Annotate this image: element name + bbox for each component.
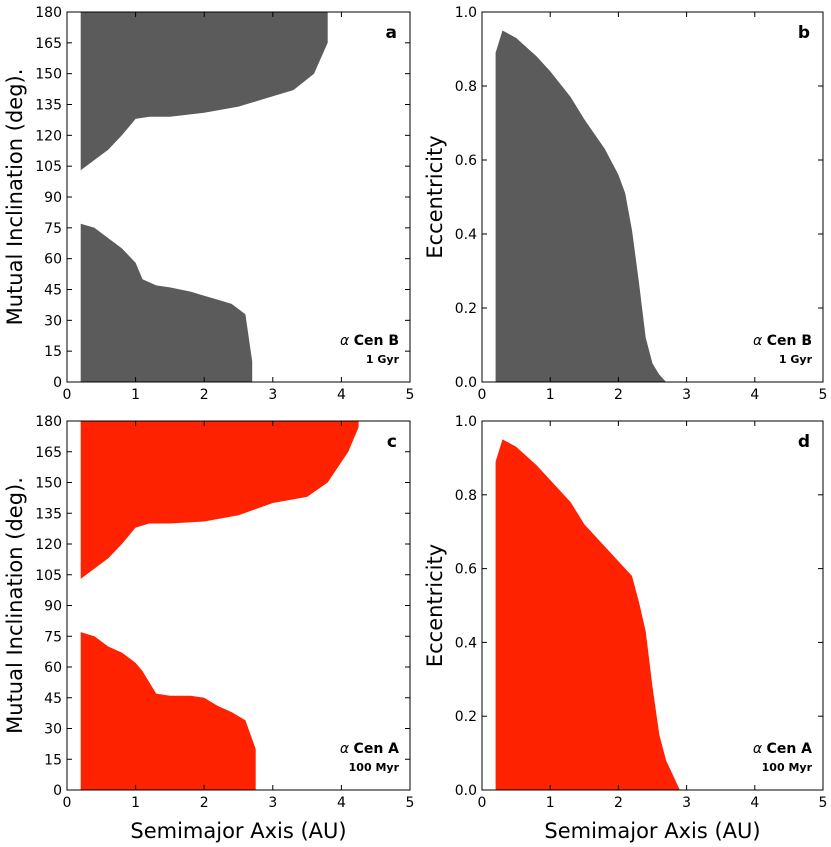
y-tick-label: 0.0 [455, 375, 477, 391]
stable-region-stable [495, 439, 680, 790]
x-tick-label: 3 [682, 387, 691, 403]
axes-frame [481, 420, 824, 791]
y-tick-label: 180 [35, 5, 62, 21]
y-tick-label: 45 [44, 691, 62, 707]
y-axis-label: Eccentricity [423, 544, 447, 667]
age-label: 1 Gyr [779, 353, 813, 366]
y-tick-label: 165 [35, 445, 62, 461]
y-tick-label: 15 [44, 344, 62, 360]
y-tick-label: 90 [44, 190, 62, 206]
x-tick-label: 5 [819, 387, 828, 403]
x-tick-label: 3 [268, 795, 277, 811]
x-tick-label: 2 [200, 795, 209, 811]
y-tick-label: 45 [44, 283, 62, 299]
star-label: α Cen B [340, 333, 399, 349]
axes-frame [481, 11, 824, 383]
y-tick-label: 120 [35, 128, 62, 144]
y-tick-label: 165 [35, 36, 62, 52]
regions-c [80, 421, 359, 790]
regions-b [495, 30, 667, 382]
y-tick-label: 60 [44, 660, 62, 676]
x-tick-label: 0 [63, 795, 72, 811]
x-tick-label: 2 [614, 387, 623, 403]
y-tick-label: 0.0 [455, 783, 477, 799]
y-tick-label: 75 [44, 221, 62, 237]
y-tick-label: 135 [35, 98, 62, 114]
star-label: α Cen A [340, 741, 399, 757]
x-tick-label: 5 [819, 795, 828, 811]
star-label: α Cen B [753, 333, 812, 349]
y-tick-label: 1.0 [455, 5, 477, 21]
y-axis-label: Mutual Inclination (deg). [3, 477, 27, 734]
panel-b: 0 1 2 3 4 5 0.0 0.2 0.4 0.6 0.8 1.0 b α Cen B 1 Gyr Ecc… [423, 5, 827, 403]
x-tick-label: 1 [131, 795, 140, 811]
y-tick-label: 0.2 [455, 709, 477, 725]
x-tick-label: 3 [682, 795, 691, 811]
y-axis-label: Mutual Inclination (deg). [3, 69, 27, 326]
y-tick-label: 120 [35, 537, 62, 553]
panel-d: 0 1 2 3 4 5 0.0 0.2 0.4 0.6 0.8 1.0 d α Cen A 100 Myr E… [423, 414, 827, 843]
x-tick-label: 5 [406, 795, 415, 811]
y-tick-label: 0 [53, 783, 62, 799]
panel-letter: c [387, 432, 397, 452]
x-tick-label: 4 [750, 795, 759, 811]
y-tick-label: 90 [44, 599, 62, 615]
x-tick-label: 5 [406, 387, 415, 403]
y-tick-label: 30 [44, 313, 62, 329]
age-label: 100 Myr [762, 761, 813, 774]
x-tick-label: 4 [337, 387, 346, 403]
x-tick-label: 4 [750, 387, 759, 403]
x-tick-label: 1 [546, 795, 555, 811]
stable-region-stable [495, 30, 667, 382]
x-tick-label: 4 [337, 795, 346, 811]
regions-d [495, 439, 680, 790]
y-tick-label: 150 [35, 476, 62, 492]
y-tick-label: 75 [44, 629, 62, 645]
x-tick-label: 0 [63, 387, 72, 403]
x-tick-label: 1 [546, 387, 555, 403]
y-tick-label: 60 [44, 252, 62, 268]
y-axis-label: Eccentricity [423, 135, 447, 258]
y-tick-label: 0.6 [455, 153, 477, 169]
x-tick-label: 1 [131, 387, 140, 403]
y-tick-label: 150 [35, 67, 62, 83]
x-tick-label: 0 [478, 387, 487, 403]
x-tick-label: 2 [614, 795, 623, 811]
y-tick-label: 0 [53, 375, 62, 391]
y-tick-label: 0.4 [455, 635, 477, 651]
y-tick-label: 0.8 [455, 488, 477, 504]
panel-a: 0 1 2 3 4 50153045607590105120135150165180aα … [3, 5, 414, 403]
stable-region-upper [80, 421, 359, 579]
age-label: 100 Myr [349, 761, 400, 774]
stable-region-upper [80, 12, 328, 171]
star-label: α Cen A [753, 741, 812, 757]
y-tick-label: 30 [44, 722, 62, 738]
stable-region-lower [80, 632, 256, 790]
y-tick-label: 0.8 [455, 79, 477, 95]
x-tick-label: 0 [478, 795, 487, 811]
y-tick-label: 0.4 [455, 227, 477, 243]
x-axis-label: Semimajor Axis (AU) [544, 819, 760, 843]
y-tick-label: 105 [35, 568, 62, 584]
panel-letter: a [386, 23, 397, 43]
y-tick-label: 1.0 [455, 414, 477, 430]
stable-region-lower [80, 223, 253, 382]
age-label: 1 Gyr [366, 353, 400, 366]
x-tick-label: 3 [268, 387, 277, 403]
y-tick-label: 15 [44, 752, 62, 768]
x-tick-label: 2 [200, 387, 209, 403]
x-axis-label: Semimajor Axis (AU) [130, 819, 346, 843]
y-tick-label: 105 [35, 159, 62, 175]
y-tick-label: 0.6 [455, 562, 477, 578]
y-tick-label: 180 [35, 414, 62, 430]
regions-a [80, 12, 328, 382]
panel-c: 0 1 2 3 4 50153045607590105120135150165180cα … [3, 414, 414, 843]
y-tick-label: 135 [35, 506, 62, 522]
panel-letter: b [798, 23, 810, 43]
panel-letter: d [798, 432, 810, 452]
y-tick-label: 0.2 [455, 301, 477, 317]
